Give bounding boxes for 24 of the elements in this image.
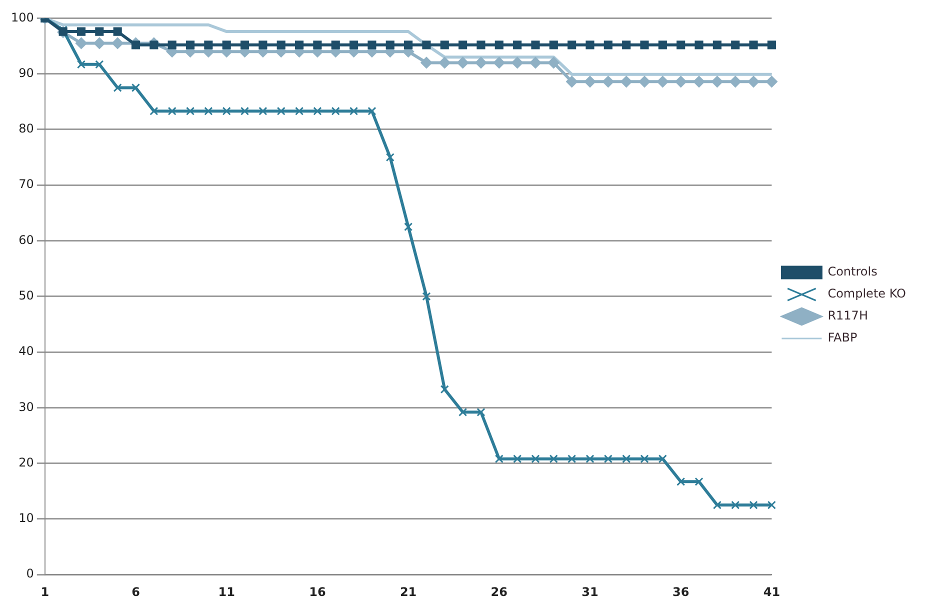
x-tick-label: 26 xyxy=(490,584,508,599)
x-tick-label: 41 xyxy=(763,584,780,599)
y-tick-label: 90 xyxy=(18,66,34,80)
x-tick-label: 6 xyxy=(132,584,140,599)
y-tick-label: 80 xyxy=(18,122,34,136)
y-tick-label: 0 xyxy=(26,566,34,581)
legend-label: Controls xyxy=(828,264,878,279)
y-tick-label: 30 xyxy=(18,400,34,414)
x-tick-label: 1 xyxy=(40,584,50,599)
x-tick-label: 31 xyxy=(582,584,598,599)
y-tick-label: 60 xyxy=(18,232,34,247)
y-tick-label: 10 xyxy=(18,511,34,526)
x-tick-label: 21 xyxy=(400,584,417,599)
x-tick-label: 16 xyxy=(309,584,326,599)
x-tick-label: 36 xyxy=(672,584,690,599)
x-tick-label: 11 xyxy=(218,584,235,599)
y-tick-label: 50 xyxy=(18,288,34,303)
y-tick-label: 20 xyxy=(18,455,34,470)
legend-label: FABP xyxy=(828,330,858,345)
y-tick-label: 100 xyxy=(11,10,34,24)
legend-label: Complete KO xyxy=(828,286,906,301)
legend-label: R117H xyxy=(828,308,868,323)
y-tick-label: 70 xyxy=(18,177,34,192)
y-tick-label: 40 xyxy=(18,344,34,358)
